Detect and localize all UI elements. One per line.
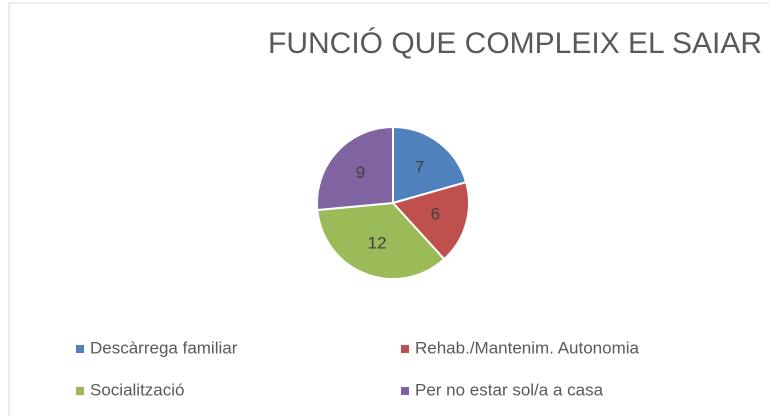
legend-swatch bbox=[76, 387, 84, 395]
data-label: 6 bbox=[431, 205, 440, 224]
legend-swatch bbox=[401, 345, 409, 353]
legend-label: Descàrrega familiar bbox=[90, 338, 238, 357]
pie-slice bbox=[316, 125, 394, 212]
legend-label: Socialització bbox=[90, 380, 185, 399]
legend-swatch bbox=[401, 387, 409, 395]
data-label: 7 bbox=[415, 157, 424, 176]
data-label: 12 bbox=[368, 234, 387, 253]
pie-slice bbox=[316, 201, 446, 280]
pie-slice bbox=[392, 125, 468, 205]
data-label: 9 bbox=[356, 163, 365, 182]
legend-label: Rehab./Mantenim. Autonomia bbox=[415, 338, 640, 357]
pie-slice bbox=[391, 180, 470, 261]
chart-title: FUNCIÓ QUE COMPLEIX EL SAIAR bbox=[268, 27, 762, 60]
legend-swatch bbox=[76, 345, 84, 353]
legend-label: Per no estar sol/a a casa bbox=[415, 380, 604, 399]
